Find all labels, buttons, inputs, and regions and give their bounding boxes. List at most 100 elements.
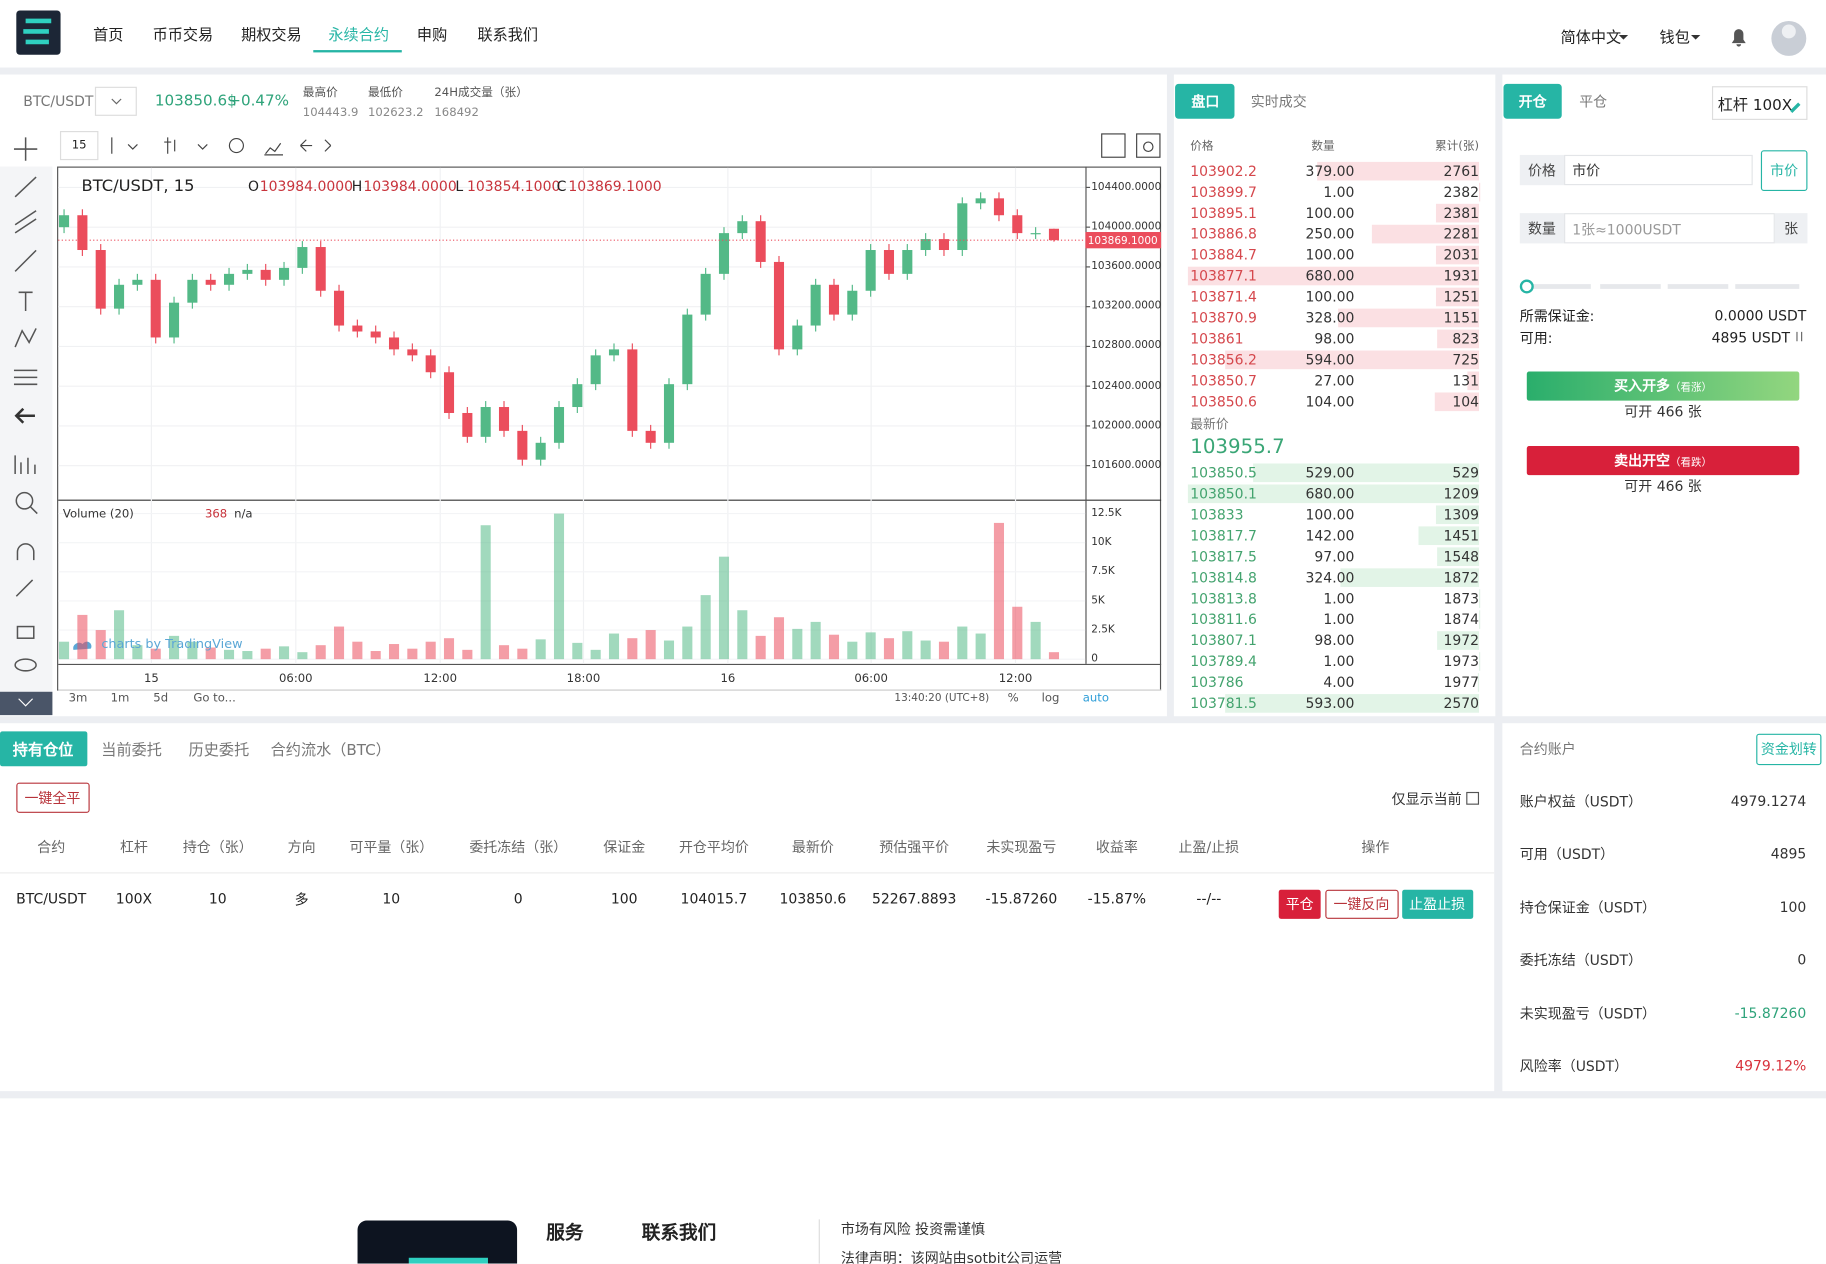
depth-bar: [1436, 203, 1480, 223]
depth-bar: [1418, 526, 1480, 546]
book-price[interactable]: 103850.1: [1190, 485, 1257, 502]
book-price[interactable]: 103886.8: [1190, 225, 1257, 243]
positions-tab-active[interactable]: [0, 731, 88, 767]
table-header: 预估强平价: [879, 839, 950, 856]
sell-button-label[interactable]: 卖出开空（看跌）: [1614, 450, 1712, 470]
book-price[interactable]: 103850.5: [1190, 464, 1257, 481]
buy-button[interactable]: [1526, 371, 1800, 401]
orderbook-header: 累计(张): [1435, 140, 1480, 154]
positions-tab[interactable]: 合约流水（BTC）: [270, 742, 391, 760]
book-price[interactable]: 103870.9: [1190, 309, 1257, 327]
nav-item[interactable]: 首页: [93, 27, 124, 45]
order-tab[interactable]: 开仓: [1518, 93, 1547, 111]
order-tab[interactable]: 平仓: [1579, 93, 1608, 111]
collapse-button[interactable]: [0, 691, 53, 716]
book-price[interactable]: 103899.7: [1190, 184, 1257, 201]
avatar[interactable]: [1771, 20, 1807, 56]
candle-body: [828, 284, 840, 315]
book-amount: 100.00: [1305, 506, 1355, 523]
book-price[interactable]: 103895.1: [1190, 204, 1257, 222]
nav-item[interactable]: 期权交易: [241, 27, 302, 45]
book-price[interactable]: 103850.7: [1190, 372, 1257, 389]
book-price[interactable]: 103814.8: [1190, 569, 1257, 586]
book-price[interactable]: 103861: [1190, 330, 1244, 348]
action-label[interactable]: 止盈止损: [1409, 896, 1466, 913]
price-input[interactable]: [1564, 154, 1753, 186]
book-price[interactable]: 103884.7: [1190, 246, 1257, 264]
slider-handle[interactable]: [1519, 279, 1534, 294]
transfer-button[interactable]: [1756, 733, 1822, 766]
qty-placeholder[interactable]: 1张≈1000USDT: [1572, 221, 1681, 239]
wallet-menu[interactable]: 钱包: [1659, 29, 1690, 48]
price-placeholder[interactable]: 市价: [1572, 162, 1601, 179]
book-price[interactable]: 103811.6: [1190, 611, 1257, 628]
positions-tab[interactable]: 当前委托: [101, 742, 162, 760]
swap-icon[interactable]: [1796, 331, 1803, 342]
book-amount: 1.00: [1323, 653, 1355, 670]
orderbook-tab[interactable]: 盘口: [1191, 93, 1220, 111]
book-price[interactable]: 103871.4: [1190, 288, 1257, 306]
leverage-box[interactable]: [1711, 86, 1808, 120]
book-price[interactable]: 103833: [1190, 506, 1244, 523]
sell-button[interactable]: [1526, 446, 1800, 476]
nav-item[interactable]: 币币交易: [152, 27, 214, 45]
book-price[interactable]: 103786: [1190, 674, 1244, 691]
goto-button[interactable]: Go to...: [193, 692, 236, 706]
range-button[interactable]: 5d: [153, 692, 169, 706]
bell-icon[interactable]: [1731, 29, 1746, 47]
volume-bar: [700, 595, 711, 660]
close-button[interactable]: [1278, 889, 1321, 919]
action-label[interactable]: 平仓: [1285, 896, 1314, 913]
table-header: 可平量（张）: [349, 839, 434, 856]
transfer-label[interactable]: 资金划转: [1760, 741, 1817, 758]
positions-tab[interactable]: 持有仓位: [12, 742, 74, 760]
market-button[interactable]: [1760, 150, 1808, 191]
tpsl-button[interactable]: [1402, 889, 1474, 919]
language-select[interactable]: 简体中文: [1560, 29, 1622, 48]
market-button-label[interactable]: 市价: [1770, 162, 1799, 179]
leverage[interactable]: 杠杆 100X: [1717, 97, 1793, 115]
buy-button-label[interactable]: 买入开多（看涨）: [1614, 376, 1712, 396]
reverse-button[interactable]: [1325, 889, 1399, 919]
buy-text[interactable]: 买入开多: [1614, 377, 1671, 395]
book-price[interactable]: 103817.5: [1190, 548, 1257, 565]
orderbook-tab[interactable]: 实时成交: [1250, 93, 1307, 111]
book-price[interactable]: 103817.7: [1190, 527, 1257, 544]
nav-item[interactable]: 申购: [416, 27, 448, 45]
book-price[interactable]: 103789.4: [1190, 653, 1257, 670]
positions-tab[interactable]: 历史委托: [188, 742, 250, 760]
interval[interactable]: 15: [71, 139, 87, 152]
nav-item[interactable]: 永续合约: [328, 27, 389, 45]
nav-item[interactable]: 联系我们: [477, 27, 539, 45]
only-current[interactable]: 仅显示当前: [1391, 791, 1462, 808]
order-tab-active[interactable]: [1503, 83, 1562, 119]
orderbook-tab-active[interactable]: [1175, 83, 1235, 119]
sell-max: 可开 466 张: [1624, 478, 1702, 495]
range-button[interactable]: 1m: [110, 692, 130, 706]
book-price[interactable]: 103856.2: [1190, 351, 1257, 369]
range-button[interactable]: 3m: [68, 692, 88, 706]
scale-option[interactable]: log: [1041, 692, 1060, 706]
scale-option[interactable]: %: [1007, 692, 1019, 706]
close-all-button[interactable]: [16, 782, 90, 813]
interval-button[interactable]: [59, 131, 99, 161]
volume-bar: [242, 651, 253, 660]
close-all-label[interactable]: 一键全平: [24, 790, 81, 807]
volume-bar: [260, 648, 271, 660]
qty-input[interactable]: [1564, 213, 1775, 244]
checkbox[interactable]: [1466, 791, 1480, 805]
pair-dropdown[interactable]: [94, 86, 137, 116]
sell-text[interactable]: 卖出开空: [1614, 452, 1671, 469]
book-price[interactable]: 103902.2: [1190, 163, 1257, 180]
sell-hint[interactable]: （看跌）: [1670, 457, 1712, 469]
book-price[interactable]: 103807.1: [1190, 632, 1257, 649]
book-price[interactable]: 103781.5: [1190, 695, 1257, 712]
scale-option[interactable]: auto: [1082, 692, 1109, 706]
buy-hint[interactable]: （看涨）: [1670, 382, 1712, 395]
action-label[interactable]: 一键反向: [1333, 896, 1390, 913]
edit-icon: [1789, 102, 1801, 113]
book-price[interactable]: 103877.1: [1190, 267, 1257, 285]
book-price[interactable]: 103813.8: [1190, 590, 1257, 607]
book-price[interactable]: 103850.6: [1190, 393, 1257, 410]
